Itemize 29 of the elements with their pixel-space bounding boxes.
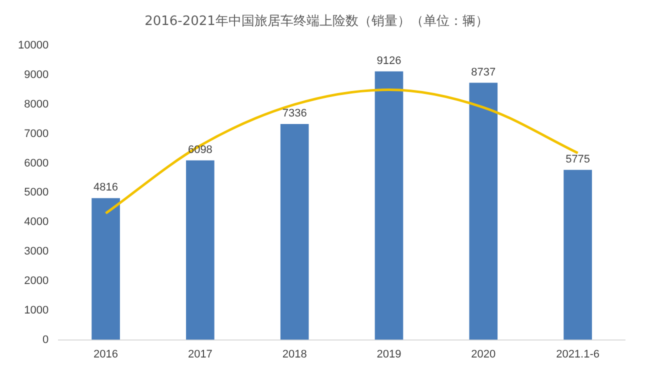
y-tick-label: 0 — [42, 334, 49, 346]
y-tick-label: 9000 — [24, 69, 49, 82]
data-label: 5775 — [566, 153, 590, 166]
y-tick-label: 7000 — [24, 128, 49, 140]
data-label: 7336 — [282, 108, 307, 120]
chart-title: 2016-2021年中国旅居车终端上险数（销量）（单位：辆） — [144, 14, 488, 30]
x-tick-label: 2020 — [471, 348, 496, 360]
data-label: 8737 — [471, 66, 496, 78]
y-tick-label: 1000 — [24, 304, 49, 316]
y-tick-label: 6000 — [24, 157, 49, 170]
bar — [564, 170, 592, 340]
bar — [469, 82, 498, 340]
data-label: 9126 — [376, 54, 402, 67]
x-tick-label: 2016 — [94, 348, 118, 360]
data-label: 4816 — [94, 182, 118, 194]
x-tick-label: 2019 — [376, 348, 402, 360]
bar — [280, 124, 309, 340]
y-tick-label: 10000 — [18, 40, 49, 52]
y-tick-label: 8000 — [24, 98, 49, 110]
y-tick-label: 5000 — [24, 186, 49, 199]
y-tick-label: 3000 — [24, 246, 49, 258]
y-tick-label: 2000 — [24, 274, 49, 287]
bar — [374, 71, 404, 340]
y-tick-label: 4000 — [24, 216, 49, 228]
x-tick-label: 2017 — [188, 348, 212, 360]
bar — [186, 160, 214, 340]
bar — [92, 198, 120, 340]
x-tick-label: 2021.1-6 — [556, 348, 600, 360]
x-tick-label: 2018 — [282, 348, 307, 360]
